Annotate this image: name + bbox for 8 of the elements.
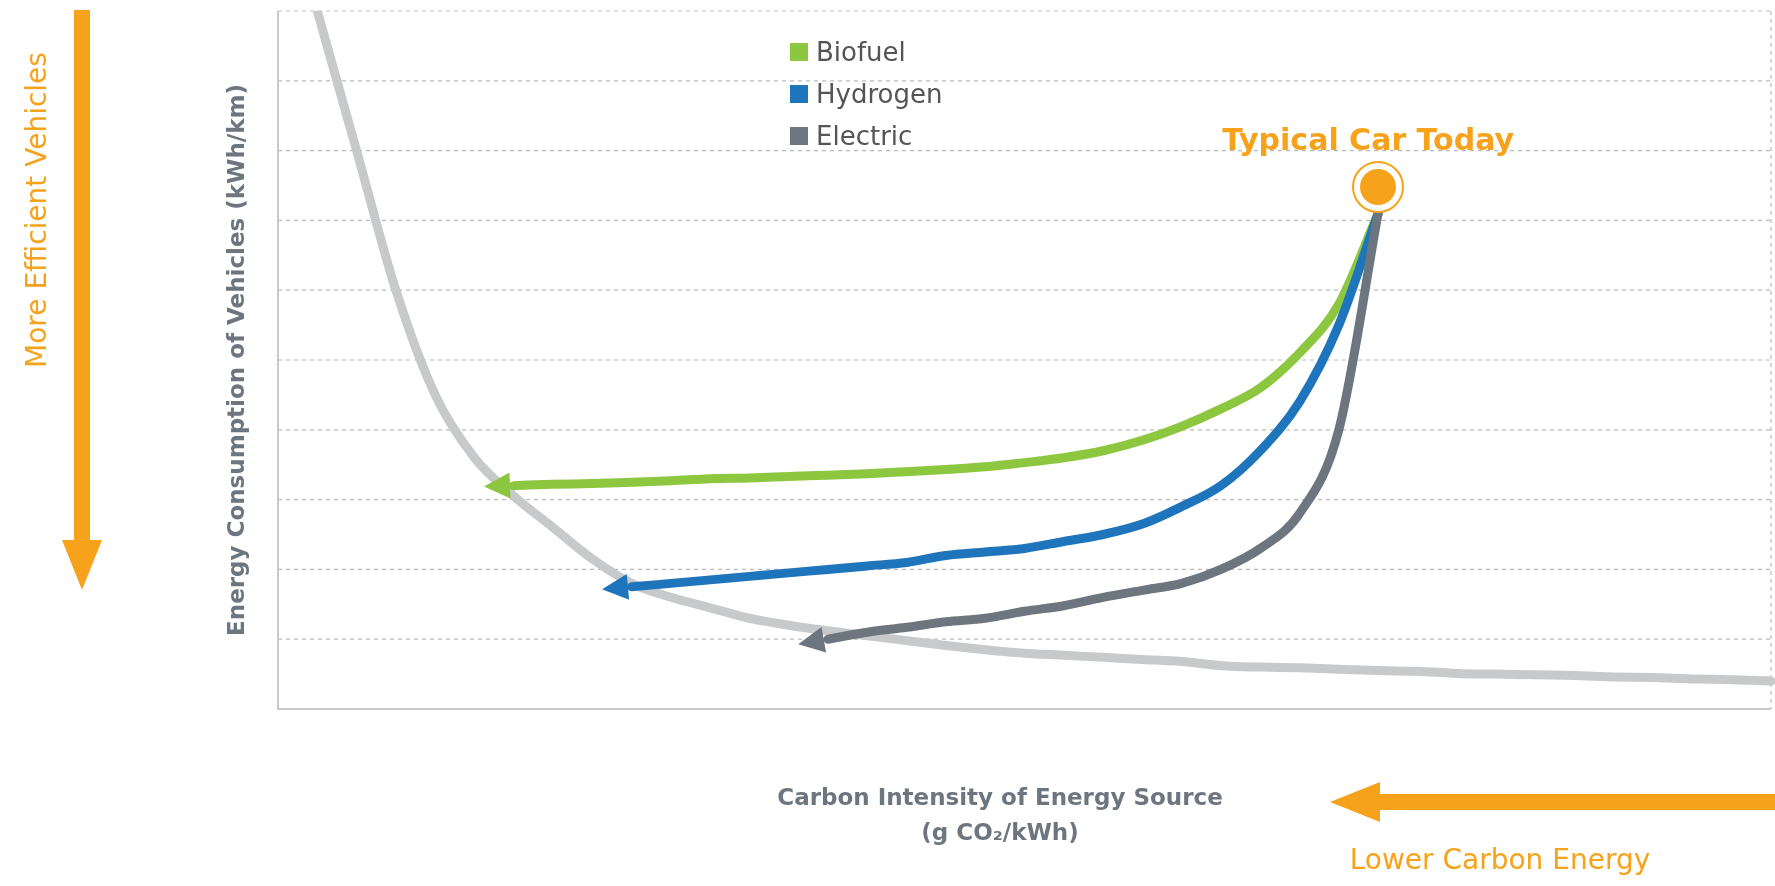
legend-label: Hydrogen <box>816 79 943 109</box>
y-axis-title: Energy Consumption of Vehicles (kWh/km) <box>223 84 249 636</box>
annotation: Typical Car Today <box>1222 122 1515 158</box>
text: Lower Carbon Energy <box>1349 843 1651 876</box>
legend-label: Biofuel <box>816 37 906 67</box>
legend-label: Electric <box>816 121 913 151</box>
x-axis-title: Carbon Intensity of Energy Source (g CO₂/kWh) <box>777 783 1223 847</box>
text: More Efficient Vehicles <box>19 52 53 368</box>
